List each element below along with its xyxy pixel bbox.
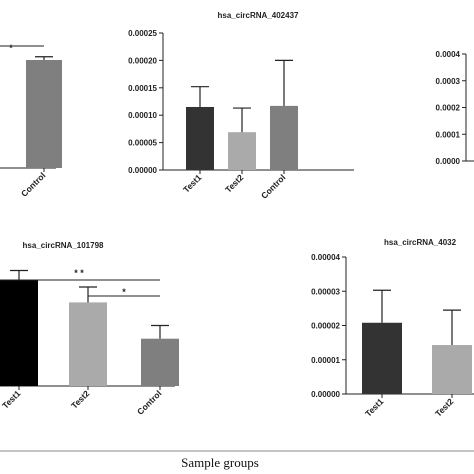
bar-bottom-right-test1 [362, 322, 402, 394]
y-tick-label-bottom-right: 0.00002 [311, 322, 340, 331]
bar-top-left-control [26, 60, 62, 168]
category-label-bottom-left: Test2 [69, 388, 92, 411]
bar-bottom-left-test1 [0, 280, 38, 386]
panel-title-top-middle: hsa_circRNA_402437 [218, 11, 299, 20]
bar-bottom-right-test2 [432, 345, 472, 394]
y-tick-label-bottom-right: 0.00003 [311, 287, 340, 296]
category-label-bottom-left: Test1 [0, 388, 23, 411]
figure-xlabel: Sample groups [181, 455, 259, 470]
y-tick-label-top-middle: 0.00010 [128, 111, 157, 120]
category-label-top-middle: Control [259, 172, 287, 200]
y-tick-label-top-middle: 0.00025 [128, 29, 157, 38]
y-tick-label-bottom-right: 0.00001 [311, 356, 340, 365]
y-tick-label-top-middle: 0.00005 [128, 139, 157, 148]
significance-label: * [122, 287, 126, 297]
y-tick-label-top-right: 0.0004 [436, 50, 461, 59]
category-label-top-middle: Test1 [181, 172, 204, 195]
panel-title-bottom-right: hsa_circRNA_4032 [384, 238, 457, 247]
bar-bottom-left-test2 [69, 302, 107, 386]
y-tick-label-top-middle: 0.00015 [128, 84, 157, 93]
bar-top-middle-control [270, 105, 298, 170]
bar-top-middle-test2 [228, 132, 256, 170]
significance-label: * [9, 43, 13, 53]
y-tick-label-bottom-right: 0.00004 [311, 253, 340, 262]
y-tick-label-top-right: 0.0000 [436, 157, 461, 166]
significance-label: * * [74, 268, 84, 278]
category-label-top-left: Control [19, 170, 47, 198]
y-tick-label-bottom-right: 0.00000 [311, 390, 340, 399]
bar-top-middle-test1 [186, 106, 214, 170]
category-label-bottom-left: Control [135, 388, 163, 416]
bar-bottom-left-control [141, 338, 179, 386]
y-tick-label-top-right: 0.0001 [436, 130, 461, 139]
y-tick-label-top-right: 0.0003 [436, 77, 461, 86]
y-tick-label-top-middle: 0.00000 [128, 166, 157, 175]
y-tick-label-top-right: 0.0002 [436, 104, 461, 113]
category-label-bottom-right: Test2 [433, 396, 456, 419]
category-label-top-middle: Test2 [223, 172, 246, 195]
panel-title-bottom-left: hsa_circRNA_101798 [23, 241, 104, 250]
y-tick-label-top-middle: 0.00020 [128, 56, 157, 65]
category-label-bottom-right: Test1 [363, 396, 386, 419]
